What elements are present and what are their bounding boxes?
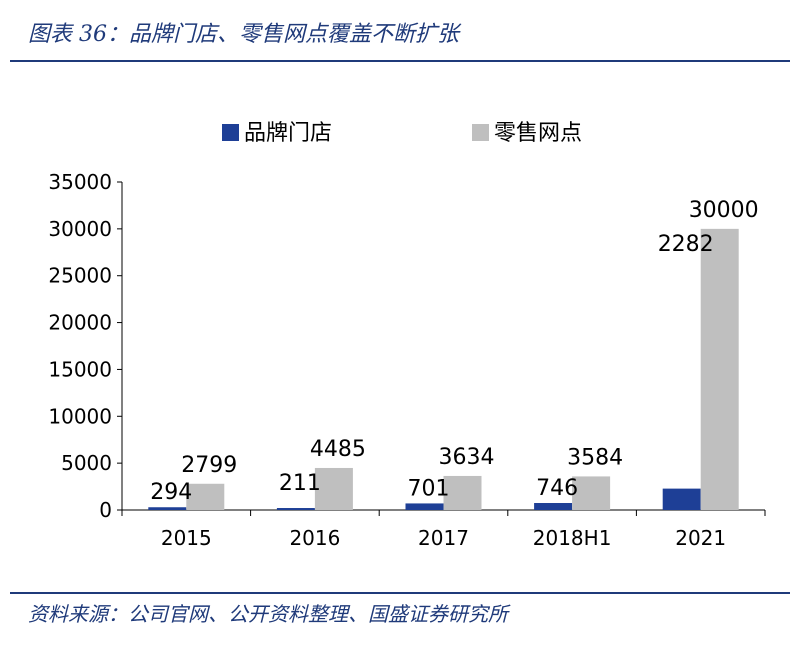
data-label-series-2: 3584: [567, 445, 623, 470]
y-tick-label: 5000: [61, 451, 112, 475]
x-tick-label: 2017: [418, 526, 469, 550]
y-tick-label: 20000: [48, 311, 112, 335]
bar-series-1: [276, 508, 315, 510]
data-label-series-2: 4485: [310, 437, 366, 462]
data-label-series-1: 746: [536, 476, 578, 501]
x-axis: 2015 2016 2017 2018H1 2021: [121, 509, 766, 550]
y-tick-label: 30000: [48, 217, 112, 241]
figure-title: 图表 36：品牌门店、零售网点覆盖不断扩张: [28, 22, 459, 47]
bar-series-2: [572, 476, 611, 510]
bar-series-2: [700, 228, 739, 510]
bars: [148, 228, 739, 510]
bar-series-2: [314, 467, 353, 510]
data-label-series-1: 2282: [658, 232, 714, 257]
x-tick-label: 2018H1: [533, 526, 612, 550]
data-label-series-2: 3634: [439, 445, 495, 470]
x-tick-label: 2015: [161, 526, 212, 550]
y-tick-label: 10000: [48, 404, 112, 428]
source-rule: [10, 592, 790, 594]
bar-chart: 品牌门店 零售网点 0 5000 10000 15000 20000 25000 30000 3…: [48, 121, 766, 550]
legend: 品牌门店 零售网点: [222, 121, 582, 146]
y-tick-label: 0: [99, 498, 112, 522]
legend-label: 零售网点: [494, 121, 582, 146]
bar-series-1: [534, 503, 573, 510]
legend-label: 品牌门店: [244, 121, 332, 146]
bar-series-1: [148, 507, 187, 510]
y-tick-label: 25000: [48, 264, 112, 288]
data-label-series-1: 294: [150, 480, 192, 505]
bar-series-2: [443, 475, 482, 510]
y-axis: 0 5000 10000 15000 20000 25000 30000 35000: [48, 170, 123, 522]
data-label-series-2: 30000: [689, 198, 759, 223]
y-tick-label: 15000: [48, 357, 112, 381]
x-tick-label: 2021: [675, 526, 726, 550]
data-label-series-1: 211: [279, 471, 321, 496]
bar-series-1: [662, 488, 701, 510]
title-rule: [10, 60, 790, 62]
data-label-series-2: 2799: [181, 453, 237, 478]
x-tick-label: 2016: [289, 526, 340, 550]
source-note: 资料来源：公司官网、公开资料整理、国盛证券研究所: [28, 602, 508, 626]
data-label-series-1: 701: [408, 476, 450, 501]
legend-swatch: [222, 124, 239, 141]
legend-swatch: [472, 124, 489, 141]
bar-series-1: [405, 503, 444, 510]
bar-series-2: [186, 483, 225, 510]
y-tick-label: 35000: [48, 170, 112, 194]
